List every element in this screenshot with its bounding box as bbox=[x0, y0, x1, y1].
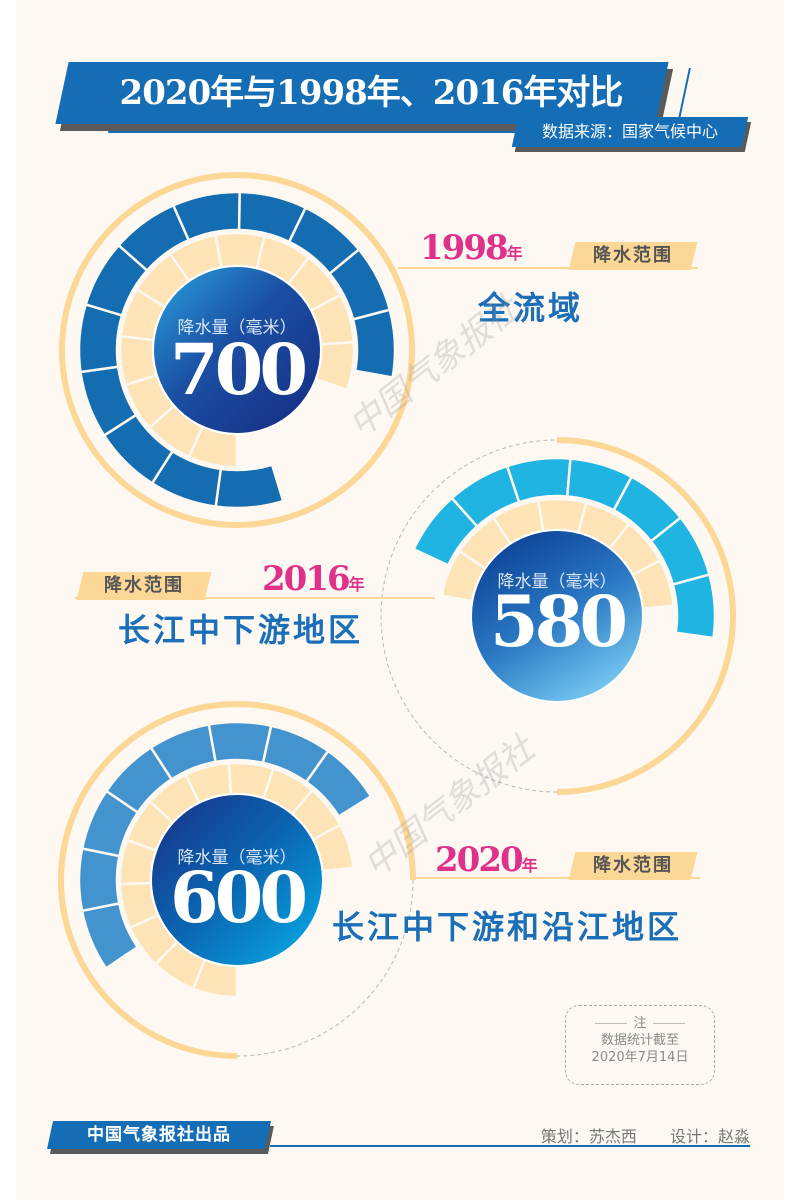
data-source: 数据来源：国家气候中心 bbox=[541, 122, 718, 141]
chart-group bbox=[58, 172, 736, 1059]
page-title: 2020年与1998年、2016年对比 bbox=[119, 73, 624, 113]
scope-tag-2020: 降水范围 bbox=[593, 855, 673, 876]
note-line1: 数据统计截至 bbox=[600, 1033, 679, 1048]
chart-2020-center-label: 降水量（毫米） bbox=[177, 848, 297, 868]
chart-1998-value: 700 bbox=[169, 328, 308, 411]
outer-ring-2020 bbox=[58, 701, 416, 1059]
blue-segment-2020 bbox=[207, 720, 273, 765]
outer-ring-2016 bbox=[556, 437, 736, 795]
note-title: 注 bbox=[633, 1016, 647, 1031]
blue-segment-2020 bbox=[304, 749, 373, 819]
note-line2: 2020年7月14日 bbox=[591, 1050, 689, 1065]
dashed-ring-2016 bbox=[380, 439, 558, 793]
blue-segment-2020 bbox=[77, 847, 121, 913]
year-1998: 1998年 bbox=[420, 228, 523, 268]
scope-2020: 长江中下游和沿江地区 bbox=[332, 908, 683, 946]
chart-2016-center-label: 降水量（毫米） bbox=[497, 572, 617, 592]
connector-line-2016 bbox=[75, 597, 435, 599]
center-disc-2016 bbox=[470, 529, 644, 703]
outer-ring-1998 bbox=[59, 172, 415, 528]
center-disc-1998 bbox=[152, 265, 322, 435]
year-2020: 2020年 bbox=[435, 840, 538, 880]
credits: 策划：苏杰西 设计：赵淼 bbox=[513, 1123, 750, 1147]
connector-line-1998 bbox=[398, 267, 698, 269]
blue-segment-1998 bbox=[351, 308, 397, 379]
scope-1998: 全流域 bbox=[478, 289, 584, 327]
blue-segment-2016 bbox=[505, 456, 572, 504]
connector-line-2020 bbox=[410, 877, 700, 879]
chart-1998-center-label: 降水量（毫米） bbox=[177, 318, 297, 338]
scope-2016: 长江中下游地区 bbox=[118, 611, 364, 649]
designer-credit: 设计：赵淼 bbox=[669, 1127, 750, 1146]
chart-2016-value: 580 bbox=[489, 580, 628, 663]
scope-tag-2016: 降水范围 bbox=[104, 575, 184, 596]
blue-segment-2016 bbox=[671, 573, 717, 640]
blue-segment-1998 bbox=[214, 463, 285, 510]
planner-credit: 策划：苏杰西 bbox=[540, 1127, 637, 1146]
footer-divider bbox=[270, 1145, 750, 1147]
scope-tag-1998: 降水范围 bbox=[593, 245, 673, 266]
chart-2020-value: 600 bbox=[169, 856, 308, 939]
year-2016: 2016年 bbox=[262, 559, 365, 599]
note-box: 注 数据统计截至 2020年7月14日 bbox=[565, 1005, 715, 1085]
center-disc-2020 bbox=[150, 793, 324, 967]
publisher: 中国气象报社出品 bbox=[87, 1125, 231, 1145]
